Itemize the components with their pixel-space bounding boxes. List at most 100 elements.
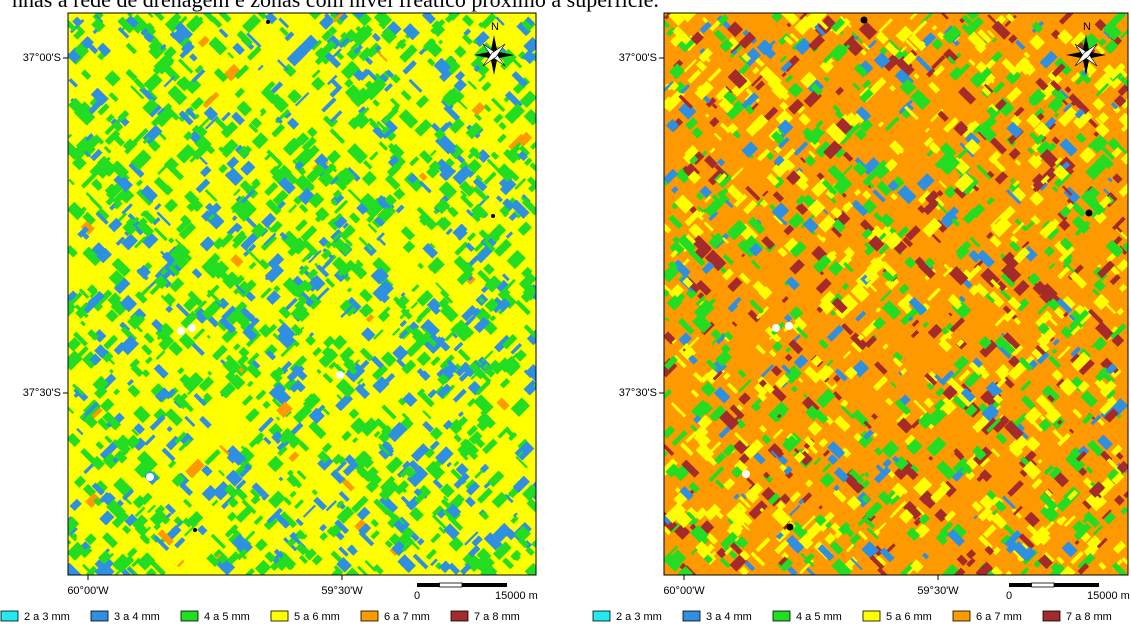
map-patch — [918, 490, 934, 505]
map-patch — [726, 219, 748, 241]
map-patch — [207, 370, 213, 376]
map-patch — [859, 118, 874, 133]
map-patch — [327, 524, 342, 538]
map-patch — [1093, 131, 1100, 137]
map-patch — [131, 314, 146, 328]
map-patch — [104, 183, 118, 196]
map-patch — [960, 463, 972, 475]
map-patch — [321, 442, 333, 453]
map-patch — [731, 49, 738, 56]
map-patch — [841, 120, 861, 140]
map-patch — [410, 443, 430, 462]
map-patch — [90, 148, 103, 162]
map-patch — [449, 117, 465, 134]
map-patch — [779, 493, 791, 505]
map-patch — [466, 275, 476, 285]
map-patch — [517, 221, 532, 236]
map-patch — [82, 211, 96, 226]
map-patch — [409, 156, 420, 167]
map-patch — [153, 363, 169, 379]
map-patch — [863, 420, 872, 430]
map-patch — [111, 257, 131, 277]
map-patch — [842, 151, 854, 162]
map-patch — [1105, 363, 1118, 375]
map-patch — [221, 305, 237, 321]
map-patch — [710, 328, 721, 339]
map-patch — [374, 72, 384, 82]
map-patch — [664, 502, 686, 524]
map-patch — [874, 466, 892, 484]
map-patch — [94, 559, 108, 572]
map-patch — [825, 57, 834, 66]
map-patch — [338, 546, 349, 557]
map-patch — [203, 106, 219, 121]
map-patch — [734, 432, 749, 447]
map-patch — [664, 81, 674, 96]
map-patch — [786, 22, 792, 28]
map-patch — [1036, 334, 1050, 348]
map-patch — [1102, 20, 1122, 41]
map-patch — [179, 432, 194, 447]
map-patch — [1030, 215, 1041, 226]
map-patch — [1083, 545, 1097, 559]
map-patch — [780, 60, 793, 73]
map-patch — [399, 44, 418, 63]
map-patch — [306, 126, 318, 138]
map-patch — [789, 259, 805, 275]
map-patch — [308, 407, 325, 425]
map-patch — [255, 389, 267, 401]
map-patch — [1060, 237, 1074, 251]
map-patch — [1087, 439, 1105, 457]
map-patch — [906, 527, 921, 542]
map-patch — [437, 373, 450, 386]
map-patch — [739, 512, 753, 526]
map-patch — [322, 115, 335, 127]
map-patch — [172, 393, 189, 410]
map-patch — [359, 347, 374, 362]
map-patch — [877, 490, 893, 506]
map-patch — [967, 120, 980, 134]
map-patch — [87, 329, 99, 341]
map-patch — [225, 167, 244, 187]
map-patch — [724, 547, 733, 556]
map-patch — [787, 566, 798, 575]
map-patch — [175, 302, 192, 319]
map-patch — [185, 14, 204, 33]
map-patch — [1104, 39, 1119, 55]
map-patch — [237, 354, 249, 366]
map-patch — [1028, 98, 1037, 107]
map-patch — [266, 290, 281, 306]
map-patch — [892, 357, 903, 368]
map-patch — [334, 363, 346, 375]
map-patch — [305, 335, 316, 346]
map-patch — [248, 432, 265, 448]
map-patch — [344, 84, 361, 100]
map-patch — [801, 492, 813, 504]
map-patch — [126, 547, 138, 558]
map-patch — [296, 530, 306, 540]
map-patch — [518, 451, 524, 456]
map-patch — [372, 125, 386, 139]
map-patch — [803, 365, 822, 384]
map-patch — [687, 170, 701, 184]
map-patch — [427, 388, 438, 399]
map-patch — [690, 524, 712, 546]
map-patch — [994, 171, 1009, 185]
map-patch — [798, 377, 804, 383]
map-patch — [972, 445, 987, 460]
map-patch — [665, 118, 680, 133]
map-patch — [154, 203, 162, 211]
map-patch — [517, 131, 533, 147]
map-patch — [1035, 344, 1046, 356]
map-patch — [771, 202, 790, 221]
map-patch — [739, 549, 751, 561]
map-patch — [377, 431, 391, 444]
map-patch — [854, 35, 859, 41]
map-patch — [321, 40, 337, 56]
map-patch — [984, 83, 994, 94]
map-patch — [952, 523, 967, 539]
map-patch — [802, 393, 808, 399]
map-patch — [233, 224, 243, 233]
map-patch — [804, 155, 817, 167]
map-patch — [924, 372, 938, 386]
